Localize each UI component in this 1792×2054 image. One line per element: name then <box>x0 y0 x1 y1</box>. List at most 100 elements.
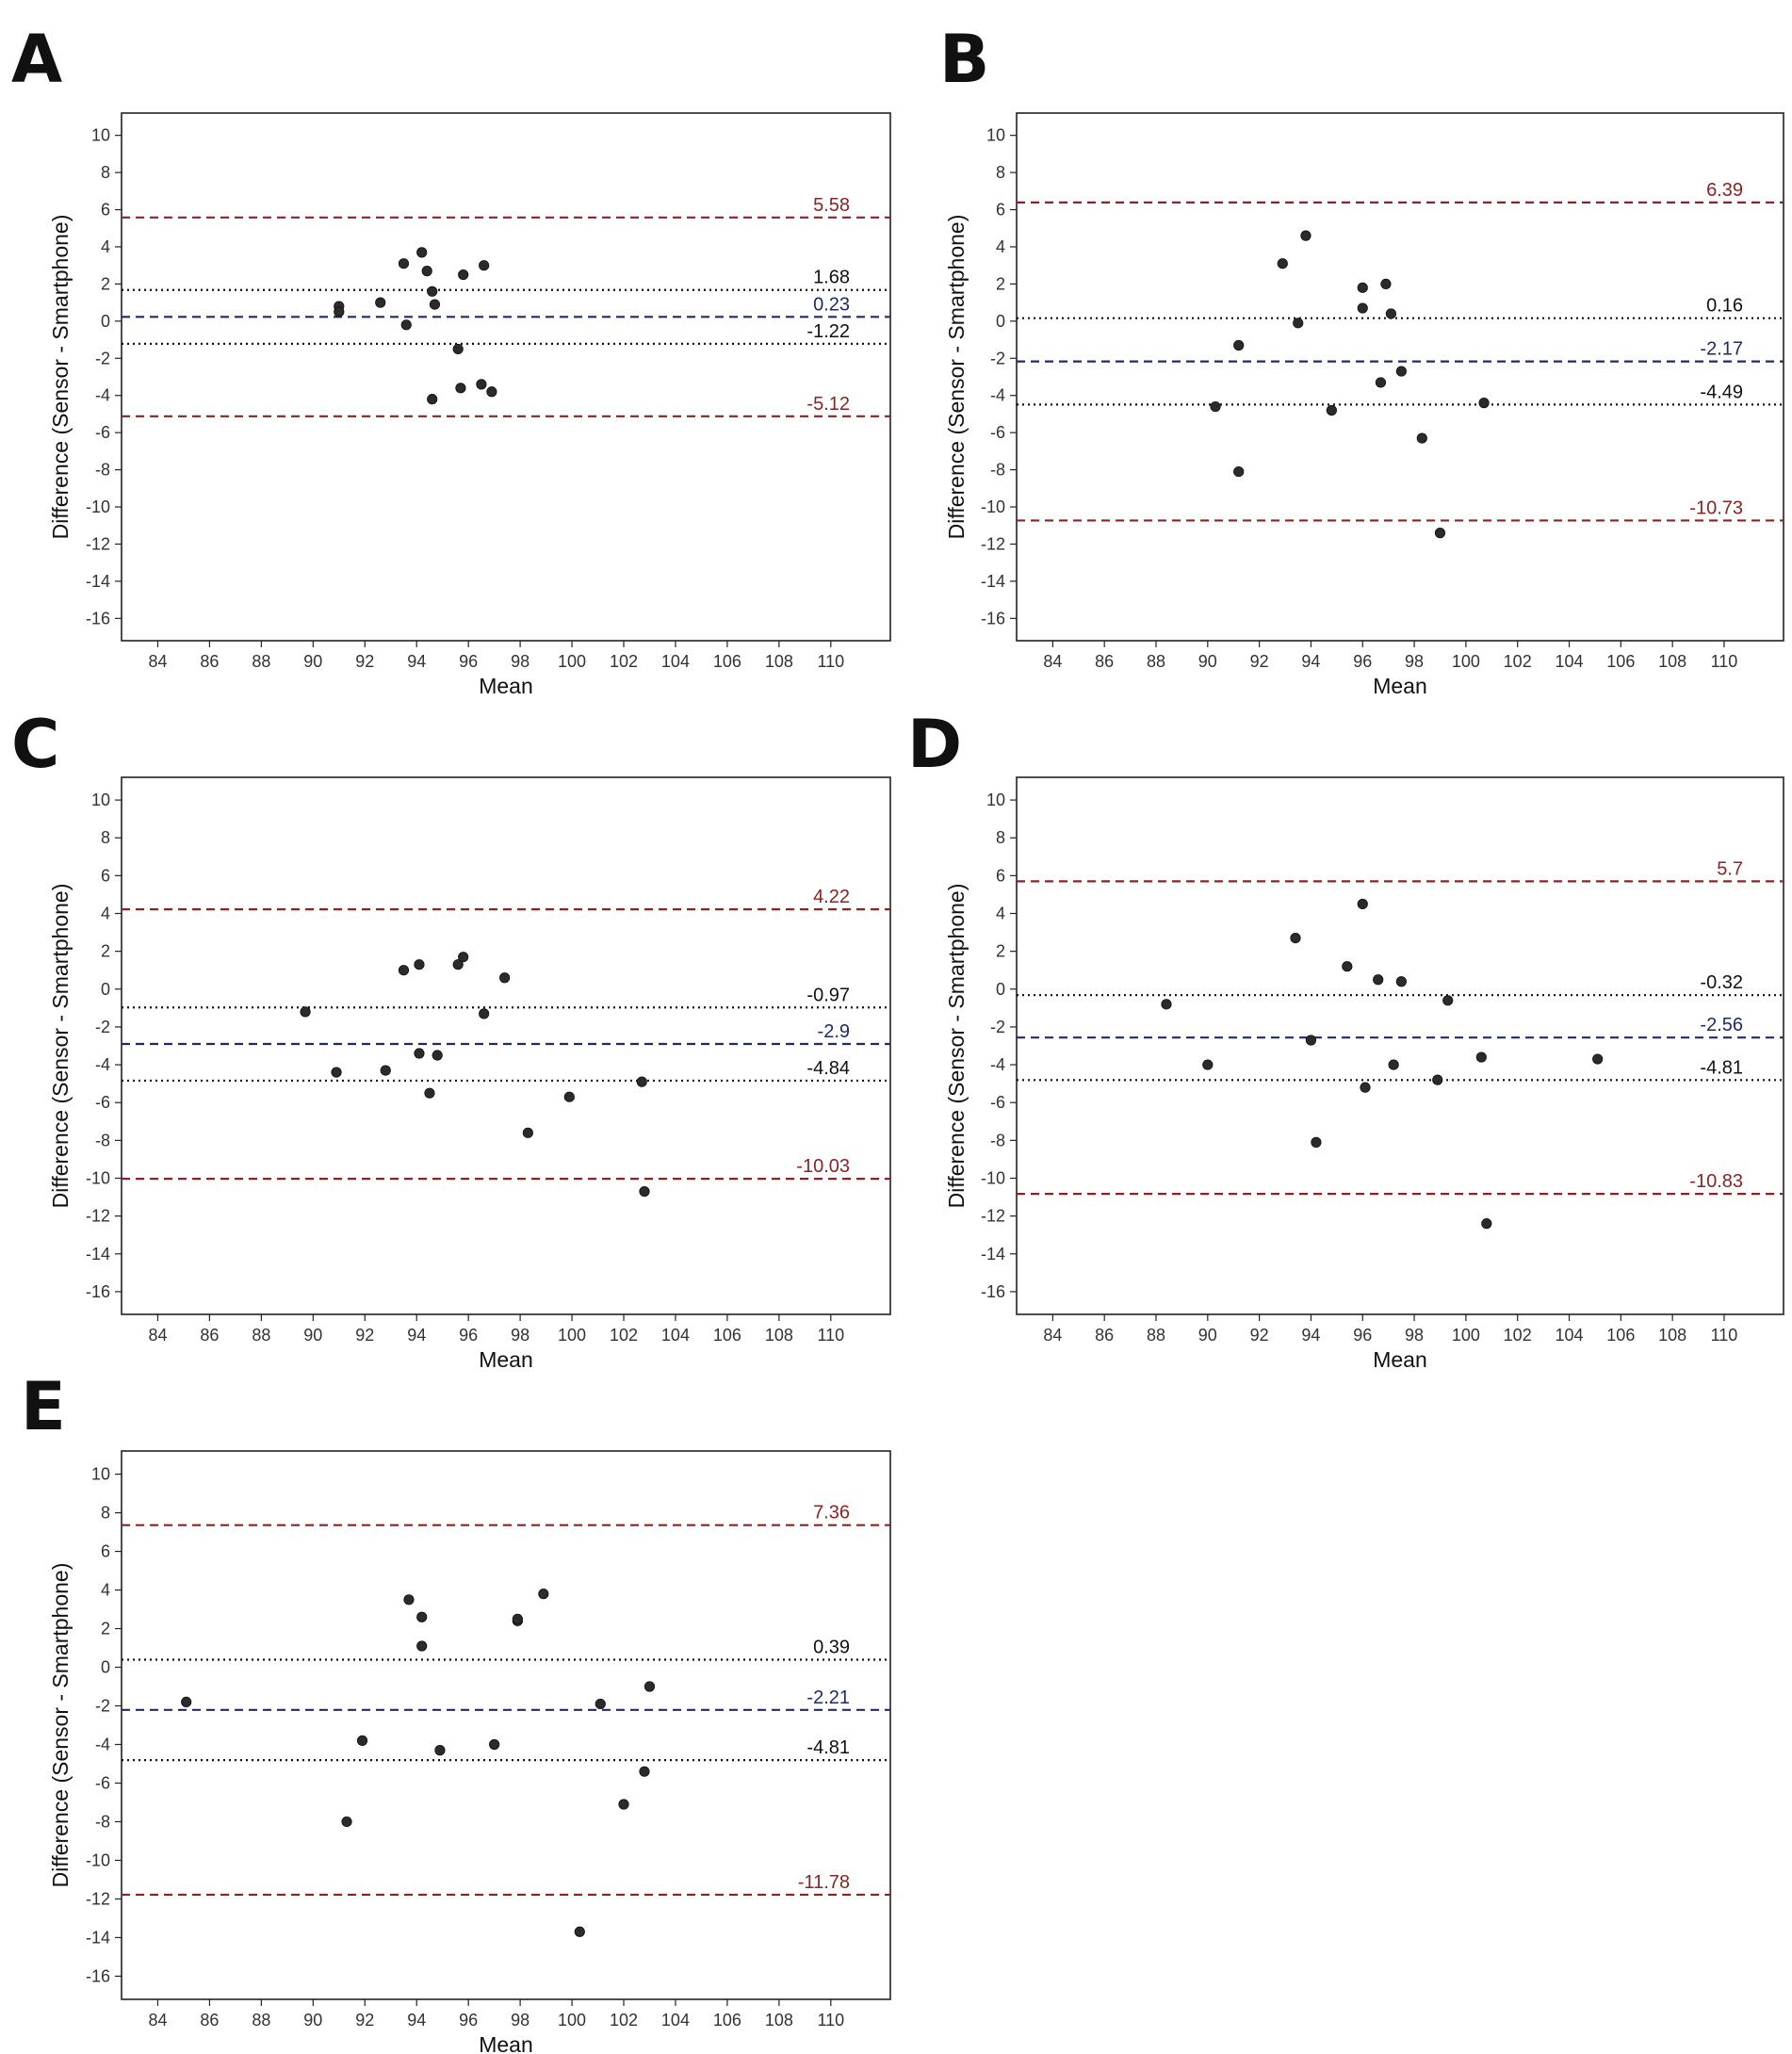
y-tick-label: 8 <box>101 1504 110 1523</box>
data-point <box>1357 282 1368 293</box>
x-tick-label: 106 <box>713 652 741 671</box>
data-point <box>1357 898 1368 910</box>
data-point <box>414 1048 425 1059</box>
x-tick-label: 92 <box>355 1326 374 1345</box>
plot-frame <box>121 112 891 642</box>
limit-of-agreement-label: -10.03 <box>796 1156 850 1177</box>
y-tick-label: 8 <box>996 828 1005 847</box>
y-tick-label: -2 <box>95 349 110 367</box>
y-tick-label: 8 <box>101 828 110 847</box>
x-axis-title: Mean <box>479 674 533 698</box>
data-point <box>1395 366 1407 377</box>
y-tick-label: 6 <box>101 1542 110 1561</box>
y-tick-label: -8 <box>990 461 1005 480</box>
data-point <box>1210 400 1221 413</box>
data-point <box>1385 308 1397 319</box>
x-tick-label: 94 <box>1301 1326 1320 1345</box>
x-tick-label: 102 <box>610 2011 638 2030</box>
limit-of-agreement-label: 7.36 <box>813 1503 850 1524</box>
y-axis-title: Difference (Sensor - Smartphone) <box>48 1563 73 1888</box>
y-tick-label: -12 <box>86 1207 110 1226</box>
y-tick-label: -10 <box>86 497 110 516</box>
x-tick-label: 92 <box>355 2011 374 2030</box>
y-tick-label: -16 <box>86 1966 110 1985</box>
data-point <box>300 1006 311 1018</box>
y-tick-label: -8 <box>95 1131 110 1149</box>
y-tick-label: -12 <box>86 1889 110 1908</box>
limit-of-agreement-label: 5.7 <box>1717 858 1743 879</box>
confidence-interval-label: 0.16 <box>1706 296 1743 317</box>
x-axis-title: Mean <box>479 1347 533 1372</box>
x-tick-label: 102 <box>610 652 638 671</box>
data-point <box>1360 1082 1371 1093</box>
x-tick-label: 84 <box>1043 652 1062 671</box>
x-tick-label: 106 <box>1606 652 1635 671</box>
y-tick-label: -14 <box>86 1245 110 1263</box>
limit-of-agreement-label: 4.22 <box>813 887 850 907</box>
x-tick-label: 92 <box>1250 1326 1269 1345</box>
y-tick-label: -12 <box>981 534 1005 553</box>
y-tick-label: 10 <box>91 791 110 809</box>
x-tick-label: 110 <box>817 652 844 671</box>
x-tick-label: 110 <box>817 1326 844 1345</box>
x-tick-label: 96 <box>459 652 478 671</box>
data-point <box>1373 974 1384 986</box>
x-tick-label: 88 <box>252 652 270 671</box>
data-point <box>341 1816 352 1828</box>
x-tick-label: 94 <box>407 1326 426 1345</box>
x-tick-label: 90 <box>303 652 322 671</box>
data-point <box>1233 339 1245 351</box>
data-point <box>538 1589 549 1600</box>
y-tick-label: 10 <box>91 126 110 145</box>
x-tick-label: 94 <box>1301 652 1320 671</box>
data-point <box>1375 377 1387 388</box>
mean-bias-label: 0.23 <box>813 294 850 315</box>
x-tick-label: 96 <box>459 1326 478 1345</box>
data-point <box>1311 1136 1322 1148</box>
x-tick-label: 84 <box>148 652 167 671</box>
data-point <box>643 1681 656 1692</box>
y-tick-label: -14 <box>981 572 1005 591</box>
x-tick-label: 98 <box>511 652 529 671</box>
plot-frame <box>121 776 891 1315</box>
x-tick-label: 106 <box>1606 1326 1635 1345</box>
x-tick-label: 92 <box>1250 652 1269 671</box>
x-tick-label: 86 <box>200 1326 219 1345</box>
x-tick-label: 88 <box>1147 652 1165 671</box>
y-tick-label: 6 <box>101 866 110 885</box>
data-point <box>1478 398 1490 409</box>
data-point <box>424 1087 435 1099</box>
data-point <box>499 972 511 984</box>
mean-bias-label: -2.56 <box>1700 1015 1743 1035</box>
y-tick-label: 6 <box>996 866 1005 885</box>
data-point <box>1290 932 1301 944</box>
y-tick-label: -10 <box>86 1168 110 1187</box>
data-point <box>522 1127 533 1138</box>
x-tick-label: 110 <box>1711 652 1738 671</box>
data-point <box>476 379 487 390</box>
y-tick-label: 10 <box>986 791 1005 809</box>
x-tick-label: 86 <box>200 652 219 671</box>
data-point <box>1161 999 1172 1010</box>
x-tick-label: 88 <box>252 2011 270 2030</box>
y-tick-label: 4 <box>101 1581 110 1600</box>
x-tick-label: 86 <box>1095 1326 1114 1345</box>
y-tick-label: 0 <box>101 1658 110 1677</box>
data-point <box>1202 1059 1214 1070</box>
data-point <box>414 959 425 970</box>
data-point <box>1357 302 1368 314</box>
x-tick-label: 86 <box>200 2011 219 2030</box>
data-point <box>1416 432 1427 444</box>
x-tick-label: 94 <box>407 2011 426 2030</box>
plot-frame <box>1016 112 1784 642</box>
data-point <box>1233 465 1245 478</box>
confidence-interval-label: -0.32 <box>1700 972 1743 993</box>
y-tick-label: -10 <box>86 1850 110 1869</box>
mean-bias-label: -2.9 <box>818 1021 850 1042</box>
x-tick-label: 94 <box>407 652 426 671</box>
mean-bias-label: -2.21 <box>806 1687 850 1708</box>
data-point <box>356 1735 368 1746</box>
